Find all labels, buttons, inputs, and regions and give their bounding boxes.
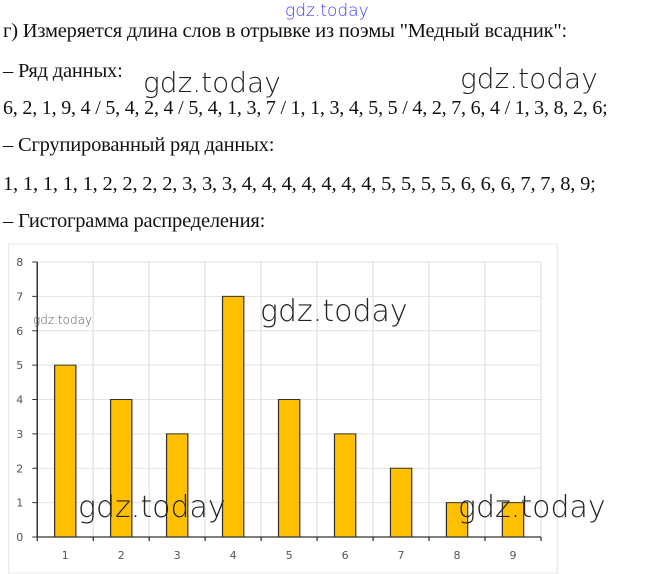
watermark: gdz.today: [458, 490, 606, 525]
y-tick-label: 1: [16, 497, 23, 510]
histogram-chart: 0 1 2 3 4 5 6 7 8 1 2 3 4 5 6 7 8 9: [7, 243, 558, 574]
watermark: gdz.today: [460, 62, 598, 95]
x-tick-label: 4: [230, 549, 237, 562]
y-tick-label: 5: [16, 359, 23, 372]
bar-1: [53, 364, 77, 538]
y-tick-label: 6: [16, 325, 23, 338]
x-tick-label: 3: [174, 549, 181, 562]
x-tick-label: 1: [62, 549, 69, 562]
chart-border: [7, 243, 558, 574]
y-tick-label: 3: [16, 428, 23, 441]
series-values: 6, 2, 1, 9, 4 / 5, 4, 2, 4 / 5, 4, 1, 3,…: [3, 97, 608, 119]
watermark: gdz.today: [143, 66, 281, 99]
x-tick-label: 7: [398, 549, 405, 562]
bar-7: [389, 467, 413, 538]
bar-4: [221, 295, 245, 538]
x-tick-label: 6: [342, 549, 349, 562]
grouped-label: – Сгрупированный ряд данных:: [3, 134, 275, 156]
watermark: gdz.today: [33, 313, 93, 327]
y-tick-label: 8: [16, 256, 23, 269]
watermark: gdz.today: [260, 294, 408, 329]
x-tick-label: 8: [454, 549, 461, 562]
y-tick-label: 0: [16, 531, 23, 544]
bar-5: [277, 399, 301, 538]
series-label: – Ряд данных:: [3, 60, 123, 82]
histogram-label: – Гистограмма распределения:: [3, 210, 266, 232]
y-tick-label: 7: [16, 290, 23, 303]
x-tick-label: 2: [118, 549, 125, 562]
bar-6: [333, 433, 357, 538]
x-tick-label: 5: [286, 549, 293, 562]
watermark: gdz.today: [78, 490, 226, 525]
watermark: gdz.today: [285, 1, 369, 21]
grouped-values: 1, 1, 1, 1, 1, 2, 2, 2, 2, 3, 3, 3, 4, 4…: [3, 173, 596, 195]
y-tick-label: 2: [16, 462, 23, 475]
y-tick-label: 4: [16, 394, 23, 407]
x-tick-label: 9: [510, 549, 517, 562]
task-title: г) Измеряется длина слов в отрывке из по…: [3, 20, 568, 42]
